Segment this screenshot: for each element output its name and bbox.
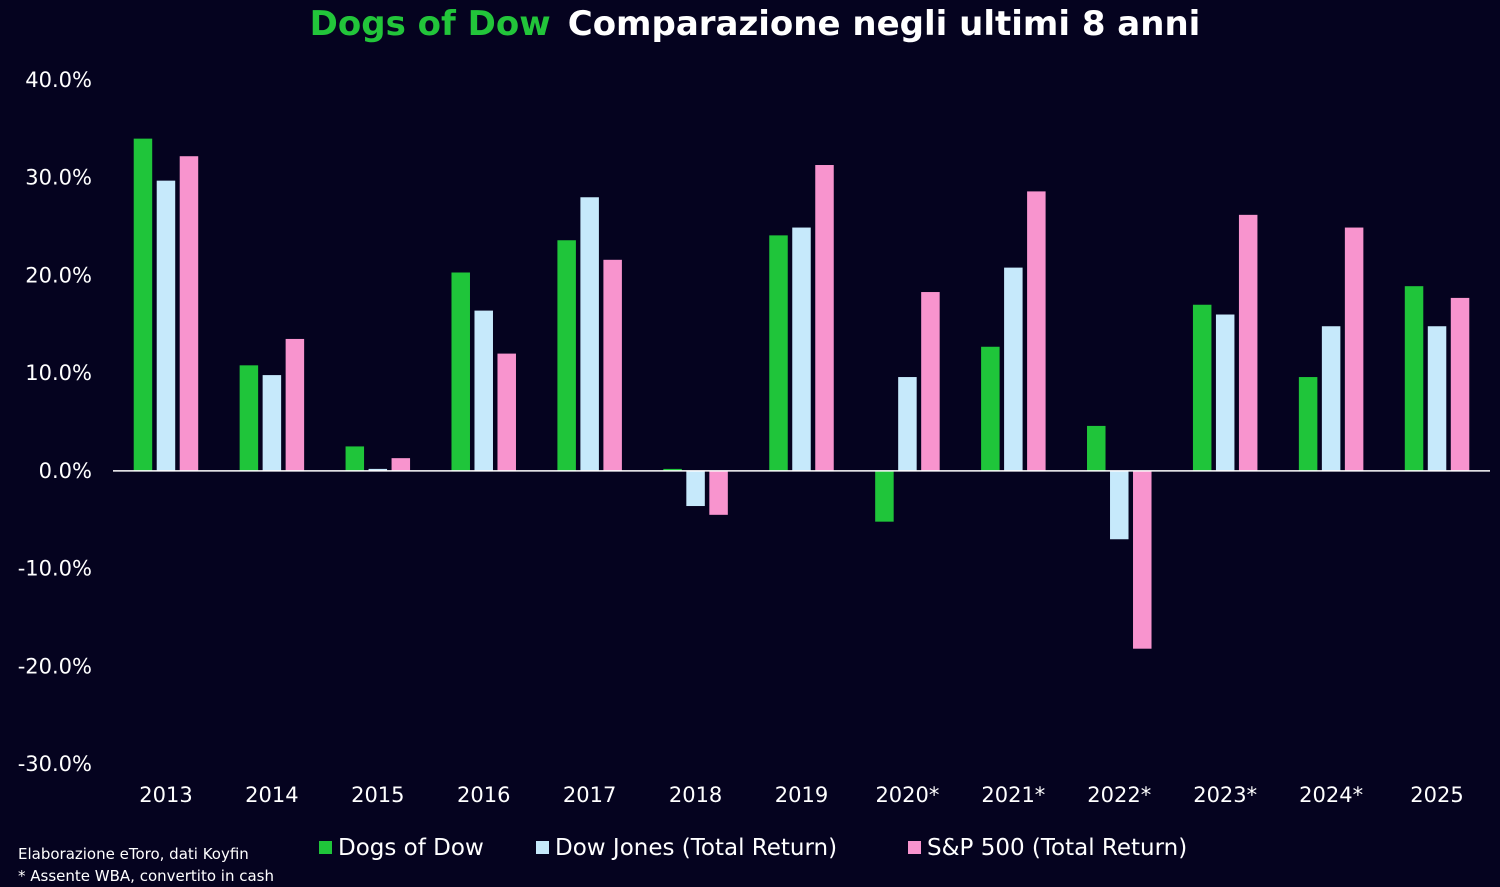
legend-label: S&P 500 (Total Return) xyxy=(927,835,1187,861)
bar xyxy=(1404,286,1424,471)
bars-group xyxy=(133,138,1470,649)
legend-label: Dow Jones (Total Return) xyxy=(555,835,837,861)
bar xyxy=(262,375,282,471)
y-tick-label: -20.0% xyxy=(18,654,92,678)
bar xyxy=(474,310,493,471)
legend: Dogs of Dow Dow Jones (Total Return) S&P 5… xyxy=(319,835,1187,861)
bar xyxy=(603,259,622,471)
bar xyxy=(580,197,599,471)
footnote: * Assente WBA, convertito in cash xyxy=(18,867,274,883)
bar xyxy=(1427,326,1447,471)
legend-swatch xyxy=(536,841,549,854)
bar xyxy=(769,235,788,471)
bar xyxy=(1321,326,1341,471)
bar xyxy=(391,458,411,471)
bar xyxy=(179,156,199,471)
bar xyxy=(1087,425,1106,471)
chart-title-rest: Comparazione negli ultimi 8 anni xyxy=(568,4,1201,44)
source-note: Elaborazione eToro, dati Koyfin xyxy=(18,845,249,863)
chart-title: Dogs of Dow Comparazione negli ultimi 8 … xyxy=(310,4,1201,44)
bar xyxy=(898,377,917,471)
x-tick-label: 2017 xyxy=(563,783,616,807)
bar xyxy=(792,227,811,471)
bar xyxy=(1192,304,1212,471)
y-tick-label: -30.0% xyxy=(18,752,92,776)
bar xyxy=(156,180,176,471)
legend-swatch xyxy=(908,841,921,854)
bar xyxy=(1215,314,1235,471)
y-tick-label: 0.0% xyxy=(39,459,92,483)
bar xyxy=(921,292,940,471)
y-axis-ticks: 40.0% 30.0% 20.0% 10.0% 0.0% -10.0% -20.0% -30.… xyxy=(18,68,92,776)
x-tick-label: 2020* xyxy=(875,783,939,807)
x-tick-label: 2016 xyxy=(457,783,510,807)
bar xyxy=(1110,470,1129,540)
bar xyxy=(875,470,894,522)
y-tick-label: 10.0% xyxy=(25,361,92,385)
x-tick-label: 2022* xyxy=(1087,783,1151,807)
chart-title-highlight: Dogs of Dow xyxy=(310,4,551,44)
bar xyxy=(133,138,153,471)
y-tick-label: 40.0% xyxy=(25,68,92,92)
x-tick-label: 2023* xyxy=(1193,783,1257,807)
bar xyxy=(981,346,1000,471)
bar xyxy=(239,365,259,471)
bar xyxy=(686,470,705,507)
legend-label: Dogs of Dow xyxy=(338,835,484,861)
bar xyxy=(1027,191,1046,471)
bar xyxy=(285,338,305,471)
bar xyxy=(1004,267,1023,471)
legend-swatch xyxy=(319,841,332,854)
x-axis-labels: 2013 2014 2015 2016 2017 2018 2019 2020* 2021* 20… xyxy=(139,783,1464,807)
x-tick-label: 2021* xyxy=(981,783,1045,807)
bar xyxy=(663,468,682,471)
y-tick-label: 20.0% xyxy=(25,263,92,287)
bar xyxy=(1238,214,1258,471)
y-tick-label: -10.0% xyxy=(18,557,92,581)
bar xyxy=(815,165,834,471)
x-tick-label: 2025 xyxy=(1410,783,1463,807)
bar xyxy=(345,446,365,471)
bar xyxy=(1133,470,1152,649)
bar xyxy=(709,470,728,515)
x-tick-label: 2014 xyxy=(245,783,298,807)
x-tick-label: 2013 xyxy=(139,783,192,807)
x-tick-label: 2015 xyxy=(351,783,404,807)
bar xyxy=(368,468,388,471)
y-tick-label: 30.0% xyxy=(25,166,92,190)
bar xyxy=(1344,227,1364,471)
bar xyxy=(1450,297,1470,471)
x-tick-label: 2024* xyxy=(1299,783,1363,807)
bar xyxy=(1298,377,1318,471)
bar xyxy=(451,272,470,471)
x-tick-label: 2018 xyxy=(669,783,722,807)
bar xyxy=(557,240,576,471)
bar xyxy=(497,353,516,471)
x-tick-label: 2019 xyxy=(775,783,828,807)
